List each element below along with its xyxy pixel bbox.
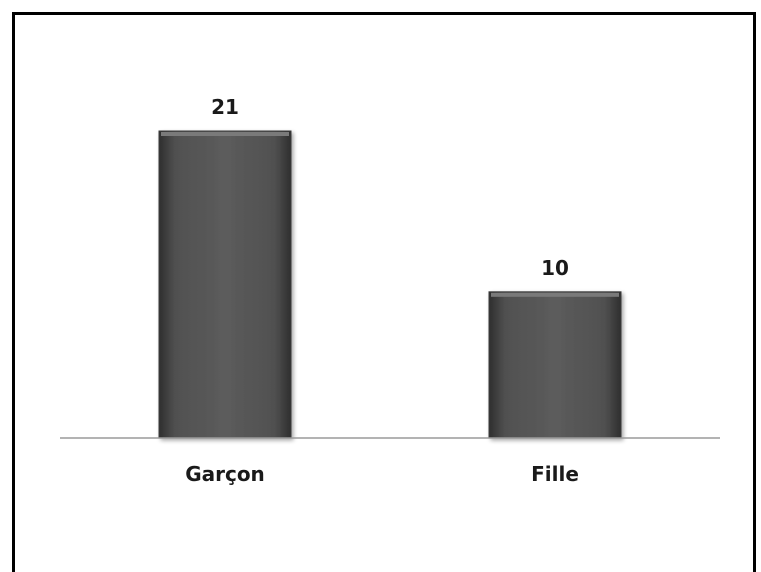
category-label-1: Garçon [185,462,265,486]
data-label-2: 10 [541,256,569,280]
chart-frame [12,12,756,572]
category-label-2: Fille [531,462,579,486]
bar-1 [158,130,292,439]
bar-2 [488,291,622,439]
bar-bevel-2 [491,292,619,297]
data-label-1: 21 [211,95,239,119]
bar-bevel-1 [161,132,289,136]
